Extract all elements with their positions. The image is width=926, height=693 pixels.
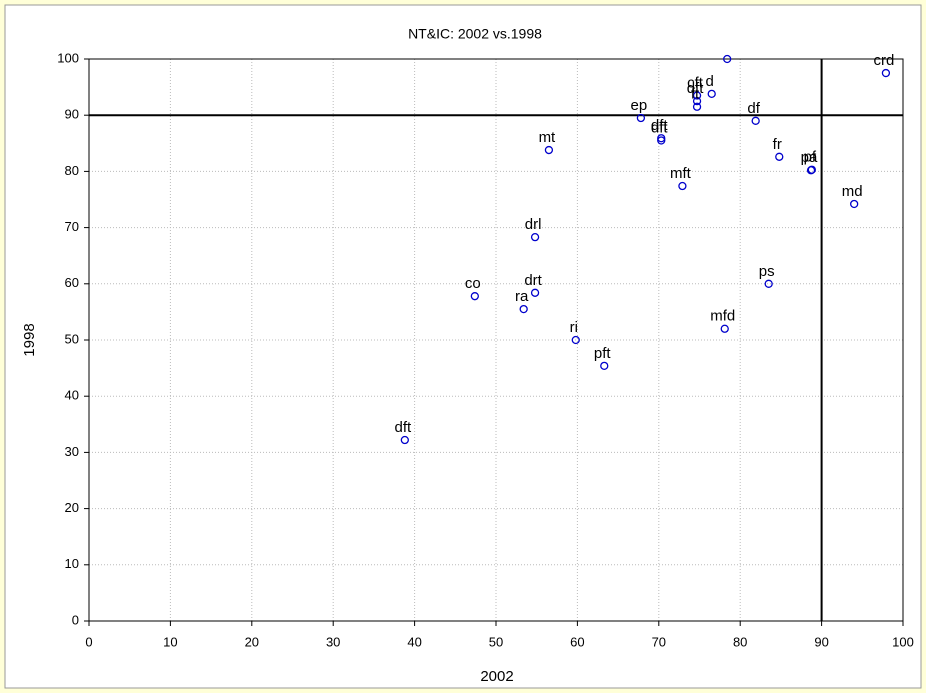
point-label: pf	[804, 149, 817, 166]
point	[751, 116, 760, 125]
point	[881, 68, 891, 78]
point	[571, 335, 580, 345]
y-tick-label: 40	[65, 388, 79, 403]
x-axis-label: 2002	[480, 668, 513, 685]
point	[678, 181, 687, 191]
point	[400, 435, 409, 445]
point-label: crd	[873, 52, 894, 69]
point	[544, 145, 554, 155]
point	[519, 304, 528, 314]
point	[470, 292, 479, 301]
x-tick-label: 0	[85, 634, 92, 649]
x-tick-label: 60	[570, 634, 584, 649]
x-tick-label: 50	[489, 634, 503, 649]
point-label: pft	[594, 345, 612, 362]
point-label: md	[842, 183, 863, 200]
point-label: pa	[801, 149, 818, 166]
point	[692, 91, 702, 100]
point	[807, 165, 816, 174]
point-label: dft	[651, 117, 669, 134]
x-tick-label: 40	[407, 634, 421, 649]
point	[850, 199, 859, 209]
x-tick-label: 10	[163, 634, 177, 649]
x-tick-label: 100	[892, 634, 914, 649]
point-label: dft	[687, 80, 705, 97]
point-label: ra	[515, 288, 529, 305]
point-label: df	[747, 100, 760, 117]
point-label: co	[465, 275, 481, 292]
y-tick-label: 30	[65, 444, 79, 459]
point-label: dft	[651, 119, 669, 136]
x-tick-label: 90	[814, 634, 828, 649]
y-tick-label: 10	[65, 556, 79, 571]
y-tick-label: 90	[65, 107, 79, 122]
x-tick-label: 20	[245, 634, 259, 649]
point	[764, 279, 773, 288]
point	[530, 233, 540, 242]
point-label: ft	[691, 86, 700, 103]
point-label: ri	[570, 319, 578, 336]
y-tick-label: 0	[72, 612, 79, 627]
y-tick-label: 50	[65, 331, 79, 346]
point	[657, 134, 666, 143]
y-tick-label: 60	[65, 275, 79, 290]
y-axis-label: 1998	[21, 323, 38, 356]
point-label: ep	[631, 97, 648, 114]
y-tick-label: 100	[57, 50, 79, 65]
point	[692, 102, 702, 111]
x-tick-label: 70	[652, 634, 666, 649]
x-tick-label: 30	[326, 634, 340, 649]
point-label: drt	[524, 272, 542, 289]
point-label: drl	[525, 216, 542, 233]
point-label: cft	[687, 74, 704, 91]
point	[707, 89, 716, 98]
point-label: dft	[394, 419, 412, 436]
y-tick-label: 70	[65, 219, 79, 234]
point-label: mft	[670, 165, 692, 182]
point-label: mt	[539, 129, 556, 146]
point	[530, 288, 540, 297]
point	[723, 54, 732, 64]
y-tick-label: 80	[65, 163, 79, 178]
chart-title: NT&IC: 2002 vs.1998	[408, 26, 542, 42]
point	[636, 113, 646, 123]
point	[720, 324, 729, 333]
point-label: ps	[759, 263, 775, 280]
point-label: fr	[773, 136, 782, 153]
point	[692, 97, 702, 106]
point	[657, 136, 666, 145]
x-tick-label: 80	[733, 634, 747, 649]
point	[775, 152, 784, 161]
y-tick-label: 20	[65, 500, 79, 515]
point-label: d	[706, 73, 714, 90]
plot-frame	[88, 58, 904, 622]
point	[600, 361, 609, 371]
point-label: mfd	[710, 308, 735, 325]
